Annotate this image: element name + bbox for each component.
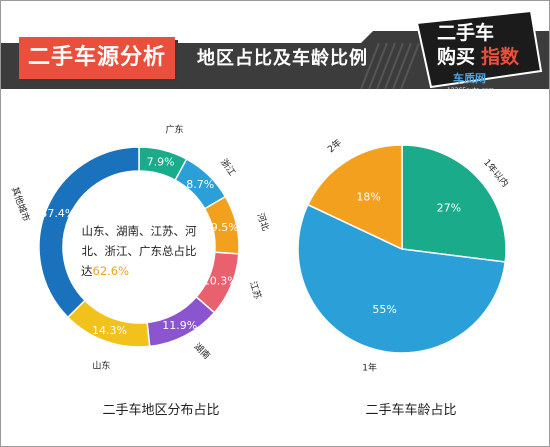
logo-line1: 二手车 <box>437 21 494 44</box>
age-category-label: 1年 <box>362 361 377 373</box>
age-value-label: 55% <box>372 303 396 316</box>
header-banner: 二手车 购买 指数 车质网 12365auto.com 二手车源分析 地区占比及… <box>1 1 549 101</box>
age-chart-caption: 二手车车龄占比 <box>365 403 457 418</box>
region-chart-caption: 二手车地区分布占比 <box>102 403 220 418</box>
donut-category-label: 河北 <box>254 211 271 232</box>
donut-value-label: 7.9% <box>147 156 175 169</box>
age-category-label: 2年 <box>325 136 344 155</box>
donut-center-highlight: 62.6% <box>93 264 130 278</box>
age-slice-0 <box>401 144 507 263</box>
donut-value-label: 10.3% <box>203 275 238 288</box>
logo-url: 12365auto.com <box>447 87 494 94</box>
age-slice-1 <box>297 203 507 354</box>
donut-center-text: 山东、湖南、江苏、河 <box>82 224 197 238</box>
age-value-label: 27% <box>437 202 461 215</box>
donut-category-label: 山东 <box>92 359 110 371</box>
donut-category-label: 江苏 <box>247 280 264 301</box>
region-donut-chart: 7.9% 广东 8.7% 浙江 9.5% 河北 10.3% 江苏 11.9% 湖南 14.3% 山东 3… <box>9 123 272 371</box>
logo-brand: 车质网 <box>453 71 486 85</box>
donut-center-text: 达62.6% <box>81 264 129 278</box>
donut-value-label: 9.5% <box>211 221 239 234</box>
section-subtitle: 地区占比及车龄比例 <box>197 48 368 69</box>
age-slice-2 <box>306 144 403 251</box>
charts-area: 7.9% 广东 8.7% 浙江 9.5% 河北 10.3% 江苏 11.9% 湖南 14.3% 山东 3… <box>9 123 511 373</box>
age-category-label: 1年以内 <box>481 157 511 190</box>
donut-center-text: 北、浙江、广东总占比 <box>82 244 197 258</box>
header-stripes <box>360 42 420 90</box>
donut-category-label: 其他城市 <box>9 185 33 223</box>
donut-value-label: 8.7% <box>186 178 214 191</box>
donut-value-label: 14.3% <box>92 324 127 337</box>
logo-line2: 购买 <box>437 45 475 68</box>
donut-category-label: 湖南 <box>191 340 212 361</box>
section-title: 二手车源分析 <box>19 37 175 79</box>
logo-line3: 指数 <box>481 45 520 68</box>
logo: 二手车 购买 指数 车质网 12365auto.com <box>415 9 543 94</box>
age-pie-chart: 27% 1年以内 55% 1年 18% 2年 <box>297 136 511 373</box>
donut-slice-6 <box>38 146 140 319</box>
age-value-label: 18% <box>356 190 380 203</box>
donut-value-label: 11.9% <box>162 319 197 332</box>
donut-value-label: 37.4% <box>40 207 75 220</box>
donut-category-label: 浙江 <box>218 156 238 178</box>
donut-category-label: 广东 <box>166 123 184 135</box>
